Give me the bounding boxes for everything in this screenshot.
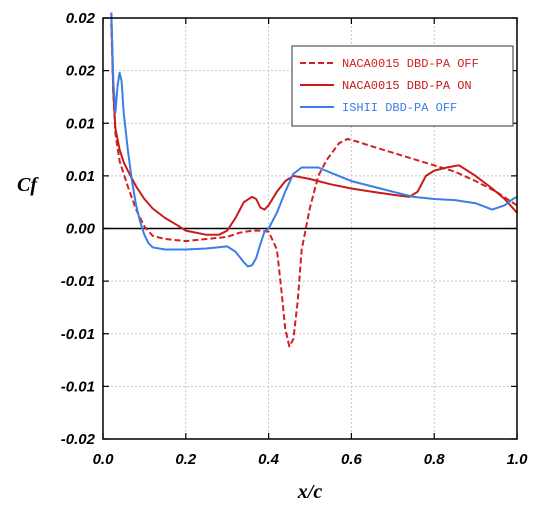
x-tick-label: 1.0 [507,451,529,468]
legend-label-2: NACA0015 DBD-PA ON [342,79,472,93]
y-tick-label: -0.02 [61,431,96,448]
y-tick-label: -0.01 [61,273,95,290]
legend-label-3: ISHII DBD-PA OFF [342,101,457,115]
x-tick-label: 0.0 [93,451,115,468]
y-tick-label: 0.00 [66,221,96,238]
series-layer [110,12,518,348]
x-tick-label: 0.6 [341,451,363,468]
y-tick-label: 0.01 [66,168,95,185]
y-tick-label: 0.02 [66,63,96,80]
series-line-2 [110,12,518,236]
series-line-1 [110,23,518,348]
x-tick-label: 0.4 [258,451,280,468]
series-line-3 [110,12,518,268]
y-tick-label: -0.01 [61,378,95,395]
y-axis-title: Cf [17,174,39,196]
legend: NACA0015 DBD-PA OFF NACA0015 DBD-PA ON ISH… [291,45,514,127]
y-tick-label: 0.01 [66,115,95,132]
legend-label-1: NACA0015 DBD-PA OFF [342,57,479,71]
x-tick-label: 0.2 [175,451,197,468]
x-tick-label: 0.8 [424,451,446,468]
y-tick-label: 0.02 [66,10,96,27]
x-axis-title: x/c [297,481,323,503]
tick-labels: 0.0 0.2 0.4 0.6 0.8 1.0 -0.02 -0.01 -0.01 -0.01 0.… [61,10,528,468]
y-tick-label: -0.01 [61,326,95,343]
